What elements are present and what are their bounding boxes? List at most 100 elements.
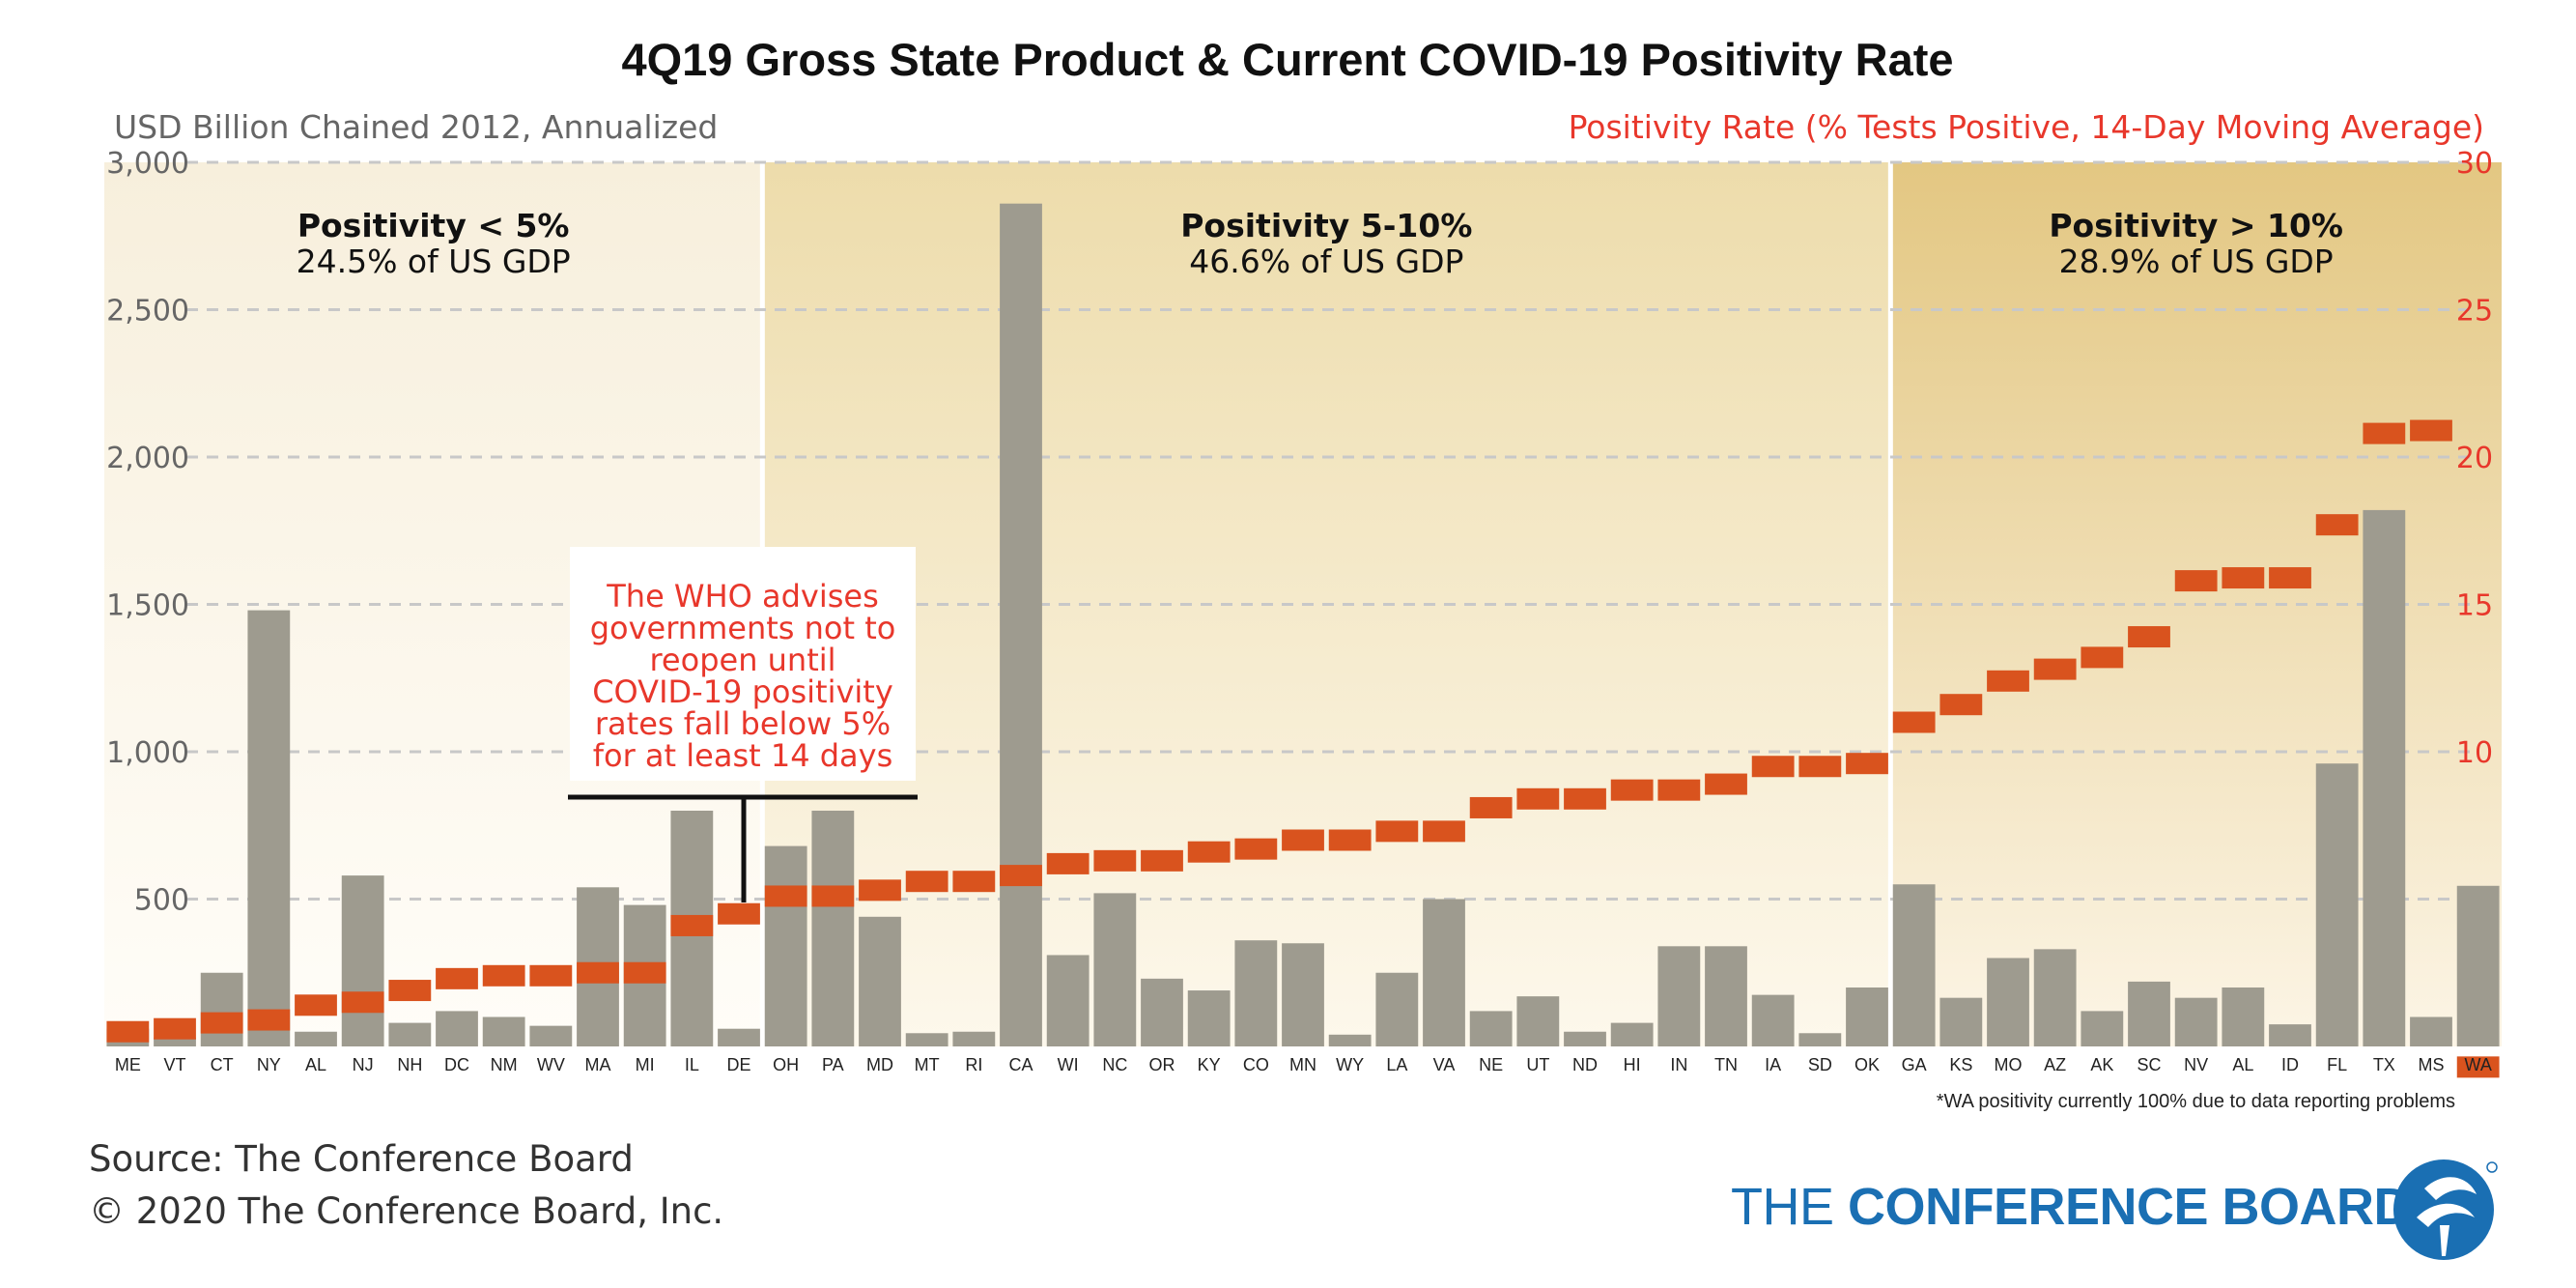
right-tick-label: 15 (2456, 589, 2493, 623)
gdp-bar (764, 845, 807, 1046)
positivity-marker (482, 964, 525, 987)
state-label: MO (1995, 1055, 2023, 1074)
gdp-bar (247, 610, 291, 1046)
annotation-line: rates fall below 5% (595, 705, 891, 742)
gdp-bar (482, 1016, 525, 1046)
gdp-bar (388, 1022, 432, 1046)
state-label: NE (1479, 1055, 1503, 1074)
gdp-bar (1939, 997, 1983, 1046)
gdp-bar (2363, 509, 2406, 1046)
left-axis-ticks: 3,000 2,500 2,000 1,500 1,000 500 (106, 147, 189, 918)
annotation-line: COVID-19 positivity (592, 673, 893, 710)
gdp-bar (2081, 1011, 2124, 1046)
left-axis-label: USD Billion Chained 2012, Annualized (114, 108, 718, 146)
gdp-bar (2128, 981, 2170, 1046)
left-tick-label: 2,000 (106, 442, 189, 475)
state-label: NC (1102, 1055, 1127, 1074)
state-label: MD (866, 1055, 893, 1074)
gdp-bar (1375, 972, 1419, 1046)
annotation-line: governments not to (590, 610, 896, 646)
gdp-bar (2174, 997, 2218, 1046)
chart-title: 4Q19 Gross State Product & Current COVID… (621, 34, 1953, 85)
right-axis-label: Positivity Rate (% Tests Positive, 14-Da… (1569, 108, 2484, 146)
state-label: VT (163, 1055, 185, 1074)
positivity-marker (341, 991, 384, 1014)
positivity-marker (1282, 829, 1324, 851)
positivity-marker (2033, 658, 2077, 680)
gdp-bar (2315, 763, 2359, 1046)
positivity-marker (1000, 865, 1042, 887)
state-label: VA (1433, 1055, 1456, 1074)
state-label: TX (2373, 1055, 2395, 1074)
positivity-marker (718, 902, 760, 925)
left-tick-label: 500 (134, 884, 189, 918)
gdp-bar (1987, 958, 2029, 1046)
positivity-marker (1846, 753, 1888, 775)
gdp-bar (718, 1028, 760, 1046)
positivity-marker (2174, 570, 2218, 592)
state-label: AL (2232, 1055, 2253, 1074)
state-label: WI (1058, 1055, 1079, 1074)
gdp-bar (200, 972, 243, 1046)
state-label: OH (773, 1055, 799, 1074)
gdp-bar (1328, 1034, 1372, 1046)
gdp-bar (2222, 987, 2265, 1046)
gdp-bar (2269, 1024, 2311, 1046)
gdp-bar (1000, 203, 1042, 1046)
right-tick-label: 30 (2456, 147, 2493, 181)
state-label: PA (822, 1055, 844, 1074)
state-label: DE (726, 1055, 750, 1074)
positivity-marker (1375, 820, 1419, 843)
annotation-box (570, 547, 916, 781)
positivity-marker (1657, 779, 1701, 801)
source-line: Source: The Conference Board (89, 1138, 634, 1180)
positivity-marker (764, 885, 807, 907)
positivity-marker (2222, 567, 2265, 589)
state-label: ID (2281, 1055, 2299, 1074)
gdp-bar (811, 811, 855, 1046)
state-label: AK (2090, 1055, 2113, 1074)
left-tick-label: 1,000 (106, 736, 189, 770)
region-sublabel: 46.6% of US GDP (1189, 243, 1463, 280)
state-label: CA (1008, 1055, 1033, 1074)
right-tick-label: 20 (2456, 442, 2493, 475)
state-label: MN (1289, 1055, 1316, 1074)
positivity-marker (1751, 756, 1795, 778)
gdp-bar (1705, 946, 1747, 1046)
state-label: DC (444, 1055, 469, 1074)
gdp-bar (1892, 884, 1936, 1046)
gdp-bar (1093, 893, 1137, 1046)
state-label: ND (1572, 1055, 1598, 1074)
state-label: UT (1526, 1055, 1549, 1074)
state-label: NJ (353, 1055, 374, 1074)
positivity-marker (670, 914, 714, 936)
gdp-bar (436, 1011, 478, 1046)
positivity-marker (200, 1012, 243, 1034)
state-label: RI (965, 1055, 982, 1074)
right-tick-label: 25 (2456, 295, 2493, 329)
positivity-marker (859, 879, 901, 902)
state-label: IA (1765, 1055, 1781, 1074)
gdp-bar (2410, 1016, 2452, 1046)
positivity-marker (1423, 820, 1465, 843)
annotation-line: The WHO advises (606, 578, 879, 615)
positivity-marker (295, 994, 337, 1016)
brand-light: THE (1731, 1178, 1849, 1236)
annotation-line: for at least 14 days (593, 737, 893, 774)
footnote: *WA positivity currently 100% due to dat… (1937, 1091, 2455, 1112)
gdp-bar (1046, 955, 1090, 1046)
state-label: OK (1854, 1055, 1880, 1074)
state-label: MT (915, 1055, 940, 1074)
positivity-marker (388, 980, 432, 1002)
positivity-marker (905, 871, 948, 893)
state-label: IL (685, 1055, 699, 1074)
state-label: SD (1808, 1055, 1832, 1074)
positivity-marker (2128, 626, 2170, 648)
positivity-marker (1469, 796, 1513, 818)
gdp-bar (905, 1033, 948, 1046)
positivity-marker (1987, 670, 2029, 692)
gdp-bar (1423, 899, 1465, 1046)
state-label: NH (397, 1055, 422, 1074)
gdp-bar (1610, 1022, 1654, 1046)
